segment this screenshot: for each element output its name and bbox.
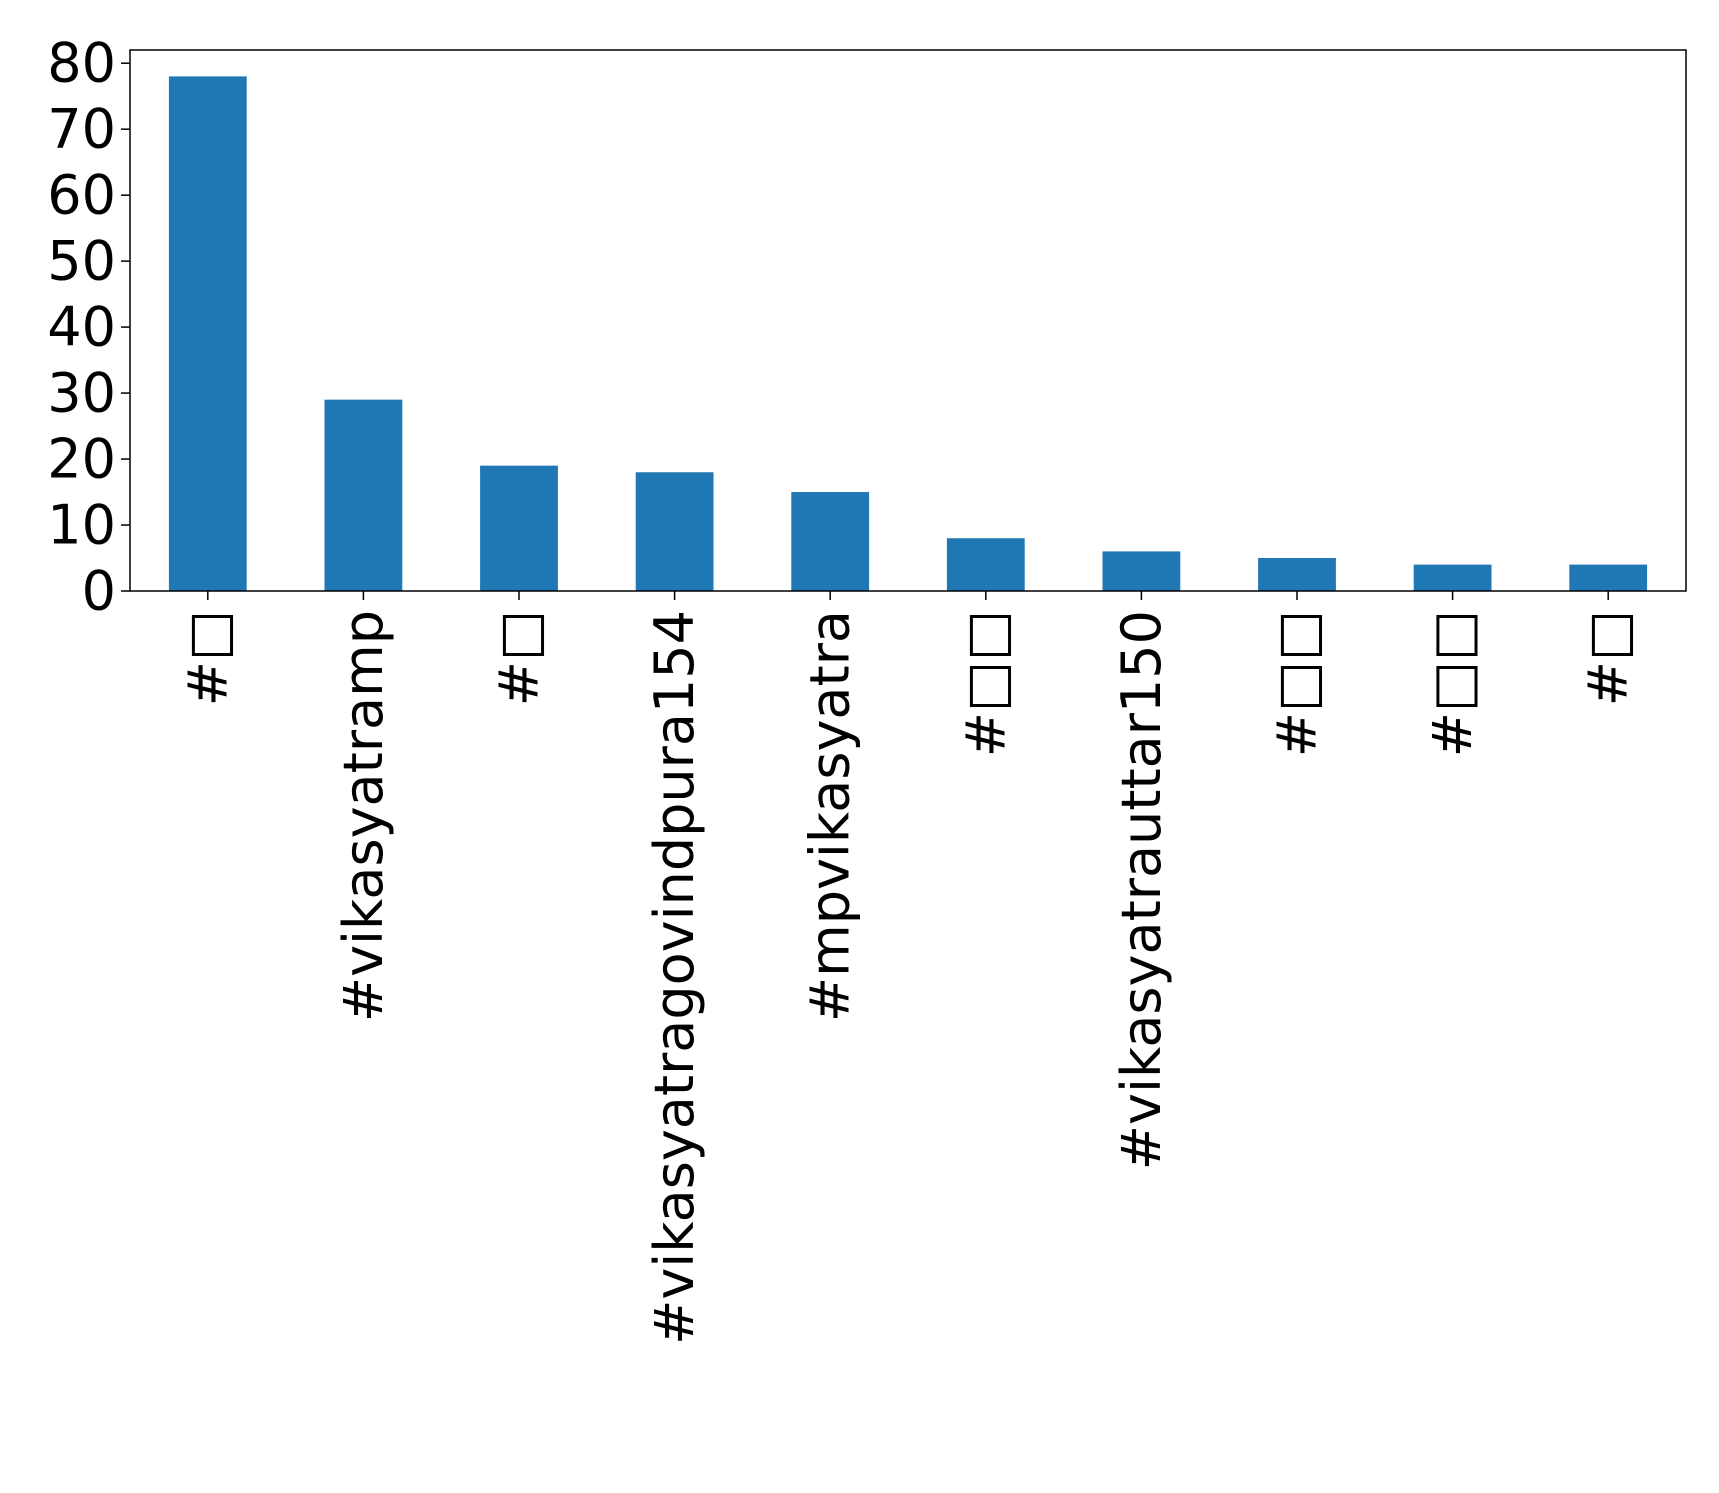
x-tick-label: #□□	[954, 610, 1017, 757]
x-tick-label: #□□	[1266, 610, 1329, 757]
plot-area-frame	[129, 49, 1687, 592]
x-tick-label: #vikasyatrauttar150	[1110, 610, 1173, 1170]
y-tick-label: 30	[47, 362, 116, 425]
y-tick-label: 20	[47, 428, 116, 491]
bars-layer	[168, 76, 1648, 591]
bar-7	[1102, 551, 1181, 591]
y-tick-label: 10	[47, 494, 116, 557]
bar-9	[1413, 564, 1492, 591]
bar-3	[480, 465, 558, 591]
y-tick-label: 70	[47, 98, 116, 161]
x-tick-label: #mpvikasyatra	[799, 610, 862, 1022]
bar-2	[324, 399, 403, 591]
x-tick-label: #□	[176, 610, 239, 706]
x-tick-label: #vikasyatramp	[332, 610, 395, 1022]
bar-4	[635, 472, 714, 591]
y-tick-label: 60	[47, 164, 116, 227]
x-tick-label: #□	[1577, 610, 1640, 706]
bar-5	[791, 492, 870, 591]
x-axis: #□ #vikasyatramp #□ #vikasyatragovindpura15…	[176, 591, 1640, 1345]
y-tick-label: 80	[47, 32, 116, 95]
y-tick-label: 50	[47, 230, 116, 293]
x-tick-label: #□□	[1421, 610, 1484, 757]
bar-1	[168, 76, 247, 591]
bar-6	[946, 538, 1025, 591]
x-tick-label: #□	[488, 610, 551, 706]
y-tick-label: 40	[47, 296, 116, 359]
bar-10	[1569, 564, 1648, 591]
bar-8	[1258, 558, 1336, 591]
y-tick-label: 0	[82, 560, 116, 623]
x-tick-label: #vikasyatragovindpura154	[643, 610, 706, 1345]
